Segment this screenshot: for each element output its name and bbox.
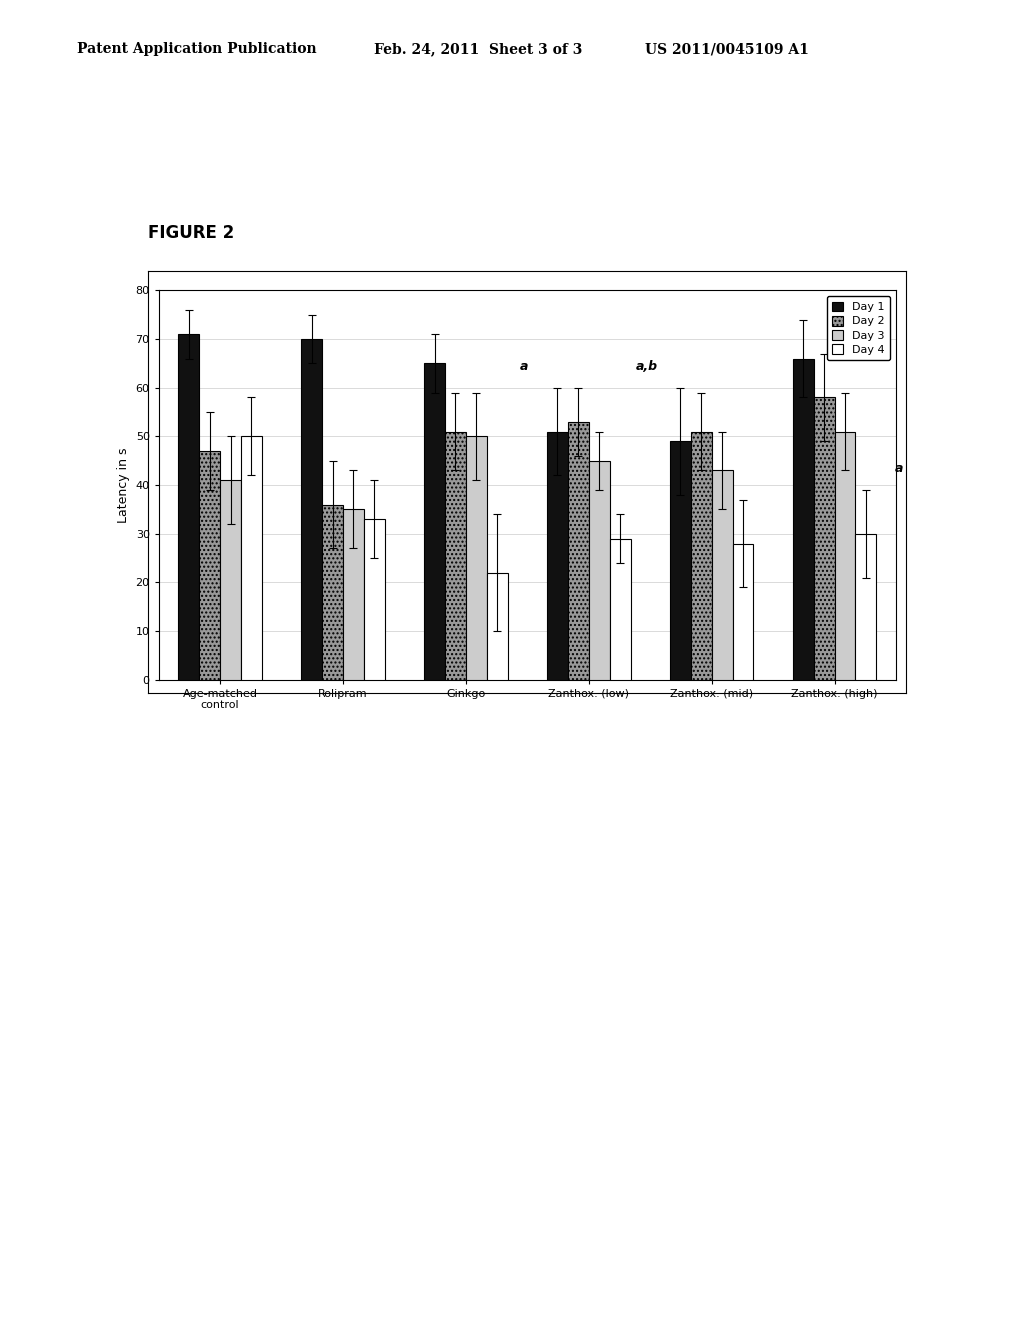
Bar xyxy=(445,432,466,680)
Bar xyxy=(609,539,631,680)
Bar xyxy=(486,573,508,680)
Bar xyxy=(589,461,609,680)
Text: FIGURE 2: FIGURE 2 xyxy=(148,224,234,243)
Bar xyxy=(343,510,364,680)
Text: a: a xyxy=(895,462,903,475)
Bar xyxy=(178,334,200,680)
Bar xyxy=(364,519,385,680)
Bar xyxy=(835,432,855,680)
Text: Patent Application Publication: Patent Application Publication xyxy=(77,42,316,57)
Bar xyxy=(691,432,712,680)
Bar xyxy=(200,451,220,680)
Text: Feb. 24, 2011  Sheet 3 of 3: Feb. 24, 2011 Sheet 3 of 3 xyxy=(374,42,582,57)
Bar xyxy=(732,544,754,680)
Bar xyxy=(568,422,589,680)
Bar xyxy=(855,533,877,680)
Y-axis label: Latency in s: Latency in s xyxy=(117,447,130,523)
Bar xyxy=(814,397,835,680)
Bar xyxy=(301,339,323,680)
Bar xyxy=(424,363,445,680)
Bar xyxy=(547,432,568,680)
Bar xyxy=(323,504,343,680)
Legend: Day 1, Day 2, Day 3, Day 4: Day 1, Day 2, Day 3, Day 4 xyxy=(826,296,891,360)
Bar xyxy=(220,480,241,680)
Bar xyxy=(670,441,691,680)
Text: a: a xyxy=(520,360,528,374)
Bar xyxy=(793,359,814,680)
Bar xyxy=(712,470,732,680)
Text: US 2011/0045109 A1: US 2011/0045109 A1 xyxy=(645,42,809,57)
Bar xyxy=(466,437,486,680)
Text: a,b: a,b xyxy=(636,360,658,374)
Bar xyxy=(241,437,262,680)
